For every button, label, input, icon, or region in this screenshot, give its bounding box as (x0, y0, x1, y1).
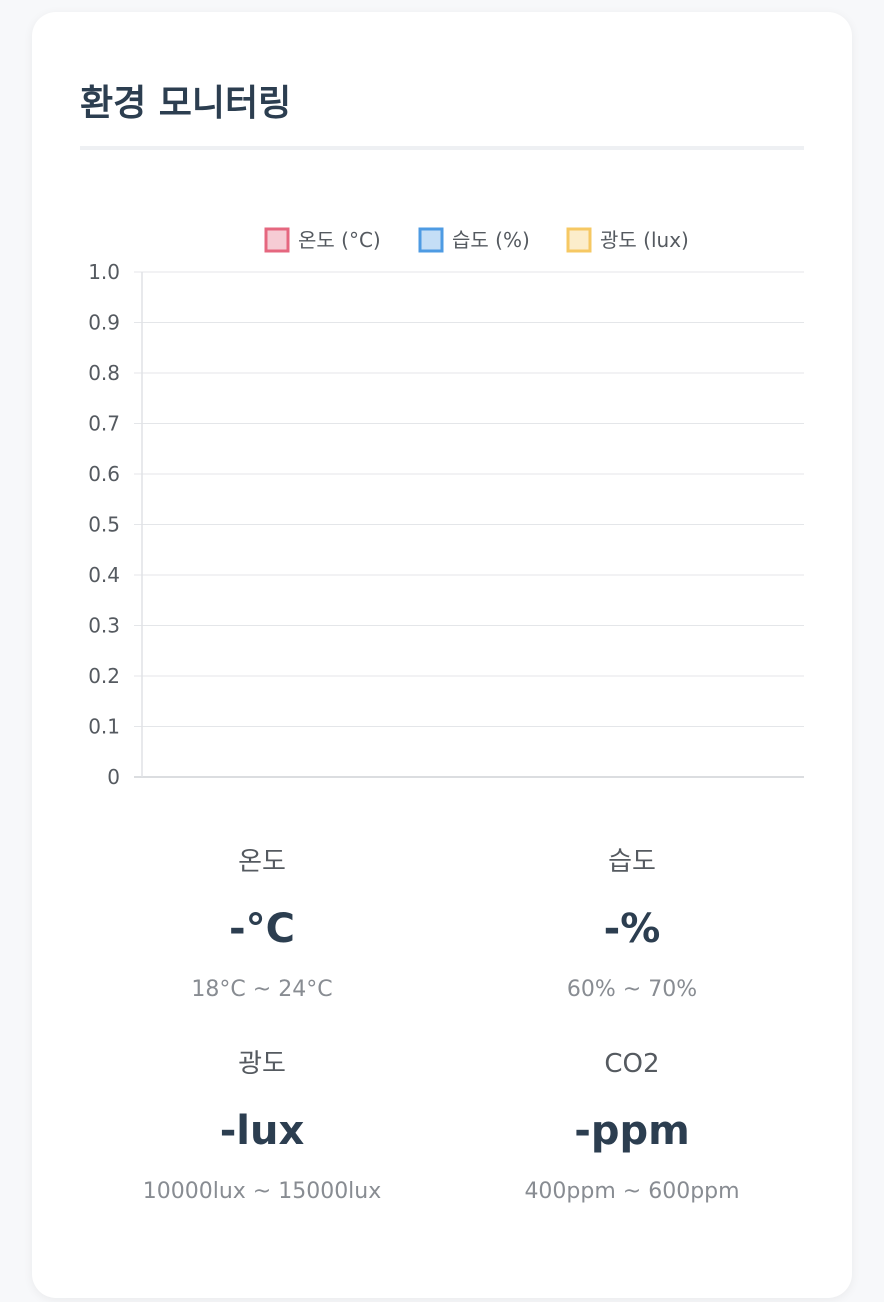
stat-range: 10000lux ~ 15000lux (142, 1179, 382, 1204)
stat-label: 광도 (238, 1049, 286, 1079)
stat-range: 400ppm ~ 600ppm (524, 1179, 740, 1204)
stat-value: -lux (219, 1108, 305, 1154)
legend-swatch (566, 227, 592, 253)
y-tick-label: 0.1 (88, 715, 120, 739)
chart-svg: 온도 (°C) 습도 (%) 광도 (lux) 1.0 0.9 0.8 0.7 0.6 0.5… (88, 227, 804, 789)
y-tick-label: 0.3 (88, 614, 120, 638)
legend-swatch (264, 227, 290, 253)
chart-grid (134, 271, 804, 778)
y-tick-label: 0.5 (88, 513, 120, 537)
stat-co2: CO2 -ppm 400ppm ~ 600ppm (442, 1044, 822, 1208)
legend-label: 습도 (%) (452, 228, 530, 252)
stat-humidity: 습도 -% 60% ~ 70% (442, 842, 822, 1006)
y-tick-label: 0.4 (88, 563, 120, 587)
stat-value: -% (603, 906, 661, 952)
y-tick-label: 1.0 (88, 260, 120, 284)
y-tick-label: 0.2 (88, 664, 120, 688)
environment-chart: 온도 (°C) 습도 (%) 광도 (lux) 1.0 0.9 0.8 0.7 0.6 0.5… (32, 12, 852, 812)
y-tick-label: 0.6 (88, 462, 120, 486)
legend-item[interactable]: 습도 (%) (418, 227, 530, 253)
title-divider (80, 146, 804, 150)
stat-range: 18°C ~ 24°C (191, 977, 333, 1002)
stat-temperature: 온도 -°C 18°C ~ 24°C (72, 842, 452, 1006)
stat-range: 60% ~ 70% (566, 977, 698, 1002)
y-tick-label: 0.9 (88, 311, 120, 335)
stat-label: CO2 (604, 1049, 660, 1079)
y-tick-label: 0.7 (88, 412, 120, 436)
legend-item[interactable]: 광도 (lux) (566, 227, 689, 253)
stat-label: 온도 (238, 847, 286, 877)
stat-value: -°C (229, 906, 295, 952)
card-title: 환경 모니터링 (80, 83, 292, 124)
stat-value: -ppm (574, 1108, 690, 1154)
environment-monitoring-card: 환경 모니터링 온도 (°C) 습도 (%) 광도 (lux) 1.0 0.9 0.8 0… (32, 12, 852, 1298)
legend-item[interactable]: 온도 (°C) (264, 227, 381, 253)
legend-swatch (418, 227, 444, 253)
chart-legend: 온도 (°C) 습도 (%) 광도 (lux) (264, 227, 689, 253)
y-tick-label: 0 (107, 765, 120, 789)
legend-label: 광도 (lux) (600, 228, 689, 252)
legend-label: 온도 (°C) (298, 228, 381, 252)
y-tick-label: 0.8 (88, 361, 120, 385)
stat-label: 습도 (608, 847, 656, 877)
stat-light: 광도 -lux 10000lux ~ 15000lux (72, 1044, 452, 1208)
y-axis-ticks: 1.0 0.9 0.8 0.7 0.6 0.5 0.4 0.3 0.2 0.1 0 (88, 260, 120, 789)
